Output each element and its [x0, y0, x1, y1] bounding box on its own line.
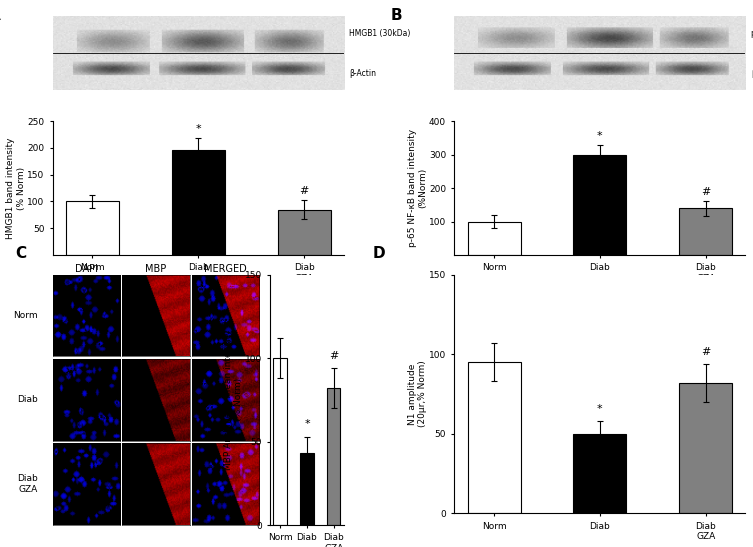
Text: *: * — [597, 131, 602, 141]
Text: B: B — [390, 8, 402, 22]
Bar — [679, 208, 732, 255]
Text: *: * — [196, 124, 201, 134]
Bar — [172, 150, 224, 255]
Title: MBP: MBP — [145, 264, 166, 274]
Text: #: # — [300, 186, 309, 196]
Bar — [679, 383, 732, 513]
Text: *: * — [304, 419, 309, 429]
Bar — [468, 362, 520, 513]
Y-axis label: p-65 NF-κB band intensity
(%Norm): p-65 NF-κB band intensity (%Norm) — [408, 129, 428, 247]
Bar — [273, 358, 287, 525]
Text: #: # — [701, 346, 711, 357]
Text: #: # — [329, 351, 338, 360]
Bar — [574, 434, 626, 513]
Text: β-Actin: β-Actin — [349, 68, 376, 78]
Text: C: C — [16, 246, 27, 261]
Bar — [468, 222, 520, 255]
Bar — [574, 155, 626, 255]
Title: MERGED: MERGED — [204, 264, 247, 274]
Text: Diab
GZA: Diab GZA — [17, 474, 38, 494]
Text: HMGB1 (30kDa): HMGB1 (30kDa) — [349, 29, 410, 38]
Y-axis label: N1 amplitude
(20μr,% Norm): N1 amplitude (20μr,% Norm) — [408, 360, 428, 427]
Text: β-Actin: β-Actin — [751, 68, 753, 78]
Bar — [66, 201, 119, 255]
Text: Norm: Norm — [14, 311, 38, 320]
Text: D: D — [373, 246, 386, 261]
Y-axis label: HMGB1 band intensity
(% Norm): HMGB1 band intensity (% Norm) — [6, 137, 26, 239]
Y-axis label: MBP Arithmetic mean intensity
(% Norm): MBP Arithmetic mean intensity (% Norm) — [224, 329, 243, 470]
Text: #: # — [701, 187, 711, 197]
Text: *: * — [597, 404, 602, 414]
Title: DAPI: DAPI — [75, 264, 98, 274]
Text: p-65 (66kDa): p-65 (66kDa) — [751, 29, 753, 38]
Bar — [278, 210, 331, 255]
Bar — [300, 453, 314, 525]
Bar — [327, 388, 340, 525]
Text: Diab: Diab — [17, 395, 38, 404]
